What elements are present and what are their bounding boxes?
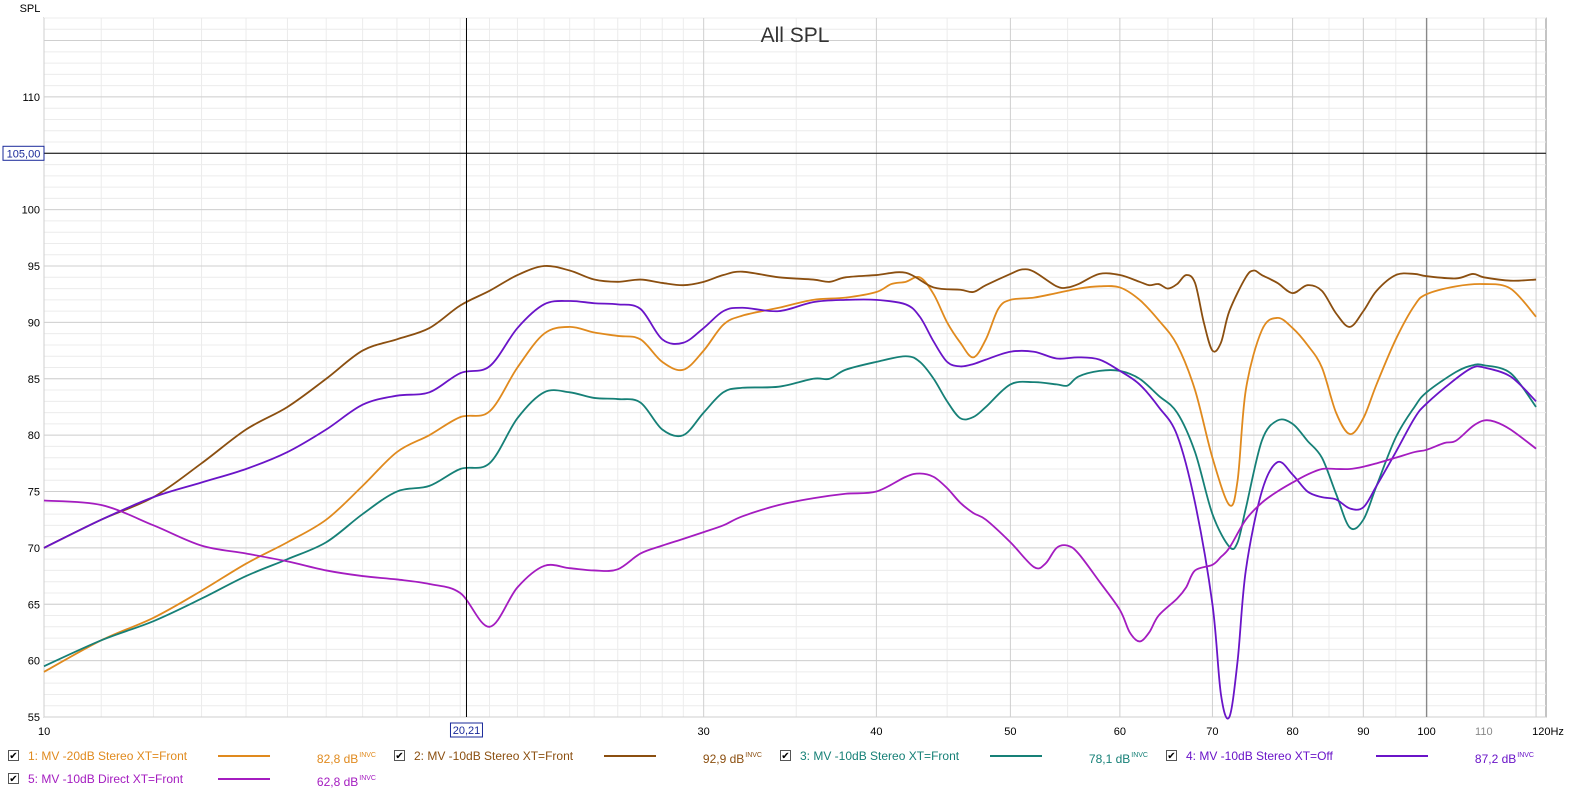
legend-item-5: ✔ 5: MV -10dB Direct XT=Front 62,8 dBINVC — [8, 770, 388, 791]
legend-value-2: 92,9 dBINVC — [652, 747, 762, 768]
y-tick-label: 60 — [28, 656, 40, 668]
legend-label-1: 1: MV -20dB Stereo XT=Front — [28, 749, 188, 763]
y-tick-label: 100 — [22, 205, 40, 217]
legend-item-4: ✔ 4: MV -10dB Stereo XT=Off 87,2 dBINVC — [1166, 747, 1546, 768]
y-tick-label: 110 — [22, 92, 40, 104]
y-tick-label: 95 — [28, 261, 40, 273]
x-tick-label: 90 — [1357, 726, 1369, 738]
series-line-2 — [43, 265, 1537, 549]
y-axis-title: SPL — [20, 3, 41, 15]
series-line-4 — [43, 298, 1537, 720]
legend-value-suffix-1: INVC — [359, 752, 376, 759]
y-tick-label: 55 — [28, 712, 40, 724]
y-tick-label: 70 — [28, 543, 40, 555]
x-tick-label: 30 — [698, 726, 710, 738]
legend-checkbox-4[interactable]: ✔ — [1166, 750, 1177, 762]
y-tick-label: 90 — [28, 317, 40, 329]
legend-value-5: 62,8 dBINVC — [266, 770, 376, 791]
x-tick-label: 70 — [1206, 726, 1218, 738]
legend-swatch-4 — [1376, 755, 1428, 757]
legend-item-2: ✔ 2: MV -10dB Stereo XT=Front 92,9 dBINVC — [394, 747, 774, 768]
legend-checkbox-1[interactable]: ✔ — [8, 750, 19, 762]
spl-chart: SPL All SPL 55 60 65 70 75 80 85 90 95 100 110 10 3… — [2, 3, 1564, 738]
legend-value-1: 82,8 dBINVC — [266, 747, 376, 768]
legend-label-4: 4: MV -10dB Stereo XT=Off — [1186, 749, 1333, 763]
x-tick-label: 60 — [1114, 726, 1126, 738]
legend-value-3: 78,1 dBINVC — [1038, 747, 1148, 768]
y-tick-label: 65 — [28, 599, 40, 611]
legend-value-text-1: 82,8 dB — [316, 752, 359, 766]
legend-value-text-4: 87,2 dB — [1474, 752, 1517, 766]
legend-value-suffix-3: INVC — [1131, 752, 1148, 759]
legend-item-3: ✔ 3: MV -10dB Stereo XT=Front 78,1 dBINVC — [780, 747, 1160, 768]
y-tick-label: 80 — [28, 430, 40, 442]
series-line-1 — [43, 275, 1537, 673]
legend-label-5: 5: MV -10dB Direct XT=Front — [28, 772, 184, 786]
cursor-x-readout: 20,21 — [453, 725, 481, 737]
legend-label-3: 3: MV -10dB Stereo XT=Front — [800, 749, 960, 763]
legend-checkbox-2[interactable]: ✔ — [394, 750, 405, 762]
legend: ✔ 1: MV -20dB Stereo XT=Front 82,8 dBINVC ✔… — [0, 744, 1574, 797]
legend-value-suffix-4: INVC — [1517, 752, 1534, 759]
chart-title: All SPL — [761, 24, 830, 47]
legend-value-suffix-5: INVC — [359, 775, 376, 782]
legend-swatch-2 — [604, 755, 656, 757]
x-tick-label: 50 — [1004, 726, 1016, 738]
x-tick-label: 10 — [38, 726, 50, 738]
legend-checkbox-5[interactable]: ✔ — [8, 773, 19, 785]
legend-checkbox-3[interactable]: ✔ — [780, 750, 791, 762]
x-tick-label: 80 — [1286, 726, 1298, 738]
cursor-x-readout-box — [449, 722, 483, 738]
legend-value-text-3: 78,1 dB — [1088, 752, 1131, 766]
legend-swatch-5 — [218, 778, 270, 780]
y-tick-label: 75 — [28, 487, 40, 499]
legend-value-4: 87,2 dBINVC — [1424, 747, 1534, 768]
legend-swatch-1 — [218, 755, 270, 757]
x-tick-label: 100 — [1417, 726, 1435, 738]
cursor-y-readout: 105,00 — [7, 148, 41, 160]
x-tick-label: 40 — [870, 726, 882, 738]
y-tick-label: 85 — [28, 374, 40, 386]
series-line-3 — [43, 355, 1537, 668]
legend-item-1: ✔ 1: MV -20dB Stereo XT=Front 82,8 dBINVC — [8, 747, 388, 768]
series-line-5 — [43, 419, 1537, 643]
legend-label-2: 2: MV -10dB Stereo XT=Front — [414, 749, 574, 763]
x-tick-label: 120Hz — [1532, 726, 1564, 738]
legend-value-text-2: 92,9 dB — [702, 752, 745, 766]
legend-swatch-3 — [990, 755, 1042, 757]
legend-value-text-5: 62,8 dB — [316, 775, 359, 789]
legend-value-suffix-2: INVC — [745, 752, 762, 759]
x-tick-label: 110 — [1475, 726, 1493, 738]
cursor-y-readout-box — [2, 145, 45, 161]
